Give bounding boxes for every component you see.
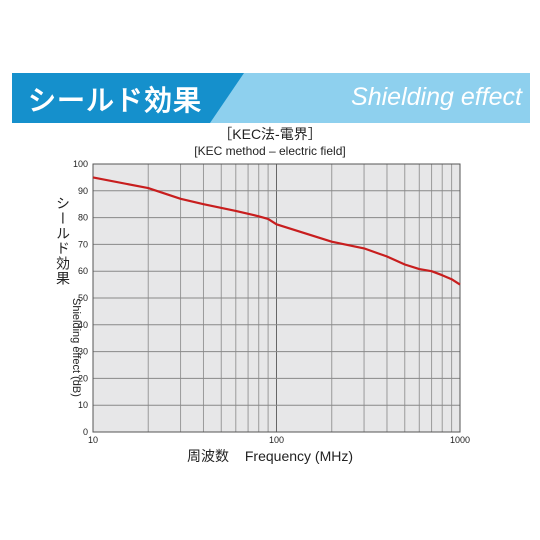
y-tick-label: 90 bbox=[78, 186, 88, 196]
x-tick-label: 1000 bbox=[450, 435, 470, 445]
x-axis-label-jp: 周波数 bbox=[186, 448, 229, 464]
x-tick-label: 10 bbox=[88, 435, 98, 445]
x-axis-label-en: Frequency (MHz) bbox=[244, 448, 354, 464]
y-axis-label-en: Shielding effect (dB) bbox=[70, 298, 82, 397]
banner-title-en: Shielding effect bbox=[351, 83, 522, 111]
y-axis-label-jp: シールド効果 bbox=[54, 196, 70, 286]
chart-subtitle: [KEC method – electric field] bbox=[194, 144, 346, 158]
y-tick-label: 80 bbox=[78, 213, 88, 223]
chart-title: ［KEC法-電界］ bbox=[218, 126, 322, 142]
y-tick-label: 10 bbox=[78, 400, 88, 410]
banner-title-jp: シールド効果 bbox=[28, 84, 203, 117]
y-tick-label: 0 bbox=[83, 427, 88, 437]
banner-background bbox=[12, 73, 530, 123]
y-tick-label: 70 bbox=[78, 239, 88, 249]
y-tick-label: 40 bbox=[78, 320, 88, 330]
title-banner: シールド効果 Shielding effect bbox=[12, 73, 530, 123]
y-tick-label: 20 bbox=[78, 373, 88, 383]
x-tick-label: 100 bbox=[269, 435, 284, 445]
y-tick-label: 100 bbox=[73, 159, 88, 169]
plot-border bbox=[92, 163, 461, 433]
series-line bbox=[92, 176, 461, 286]
y-tick-label: 60 bbox=[78, 266, 88, 276]
y-tick-label: 50 bbox=[78, 293, 88, 303]
y-tick-label: 30 bbox=[78, 347, 88, 357]
x-axis-label: 周波数 Frequency (MHz) bbox=[0, 446, 540, 466]
